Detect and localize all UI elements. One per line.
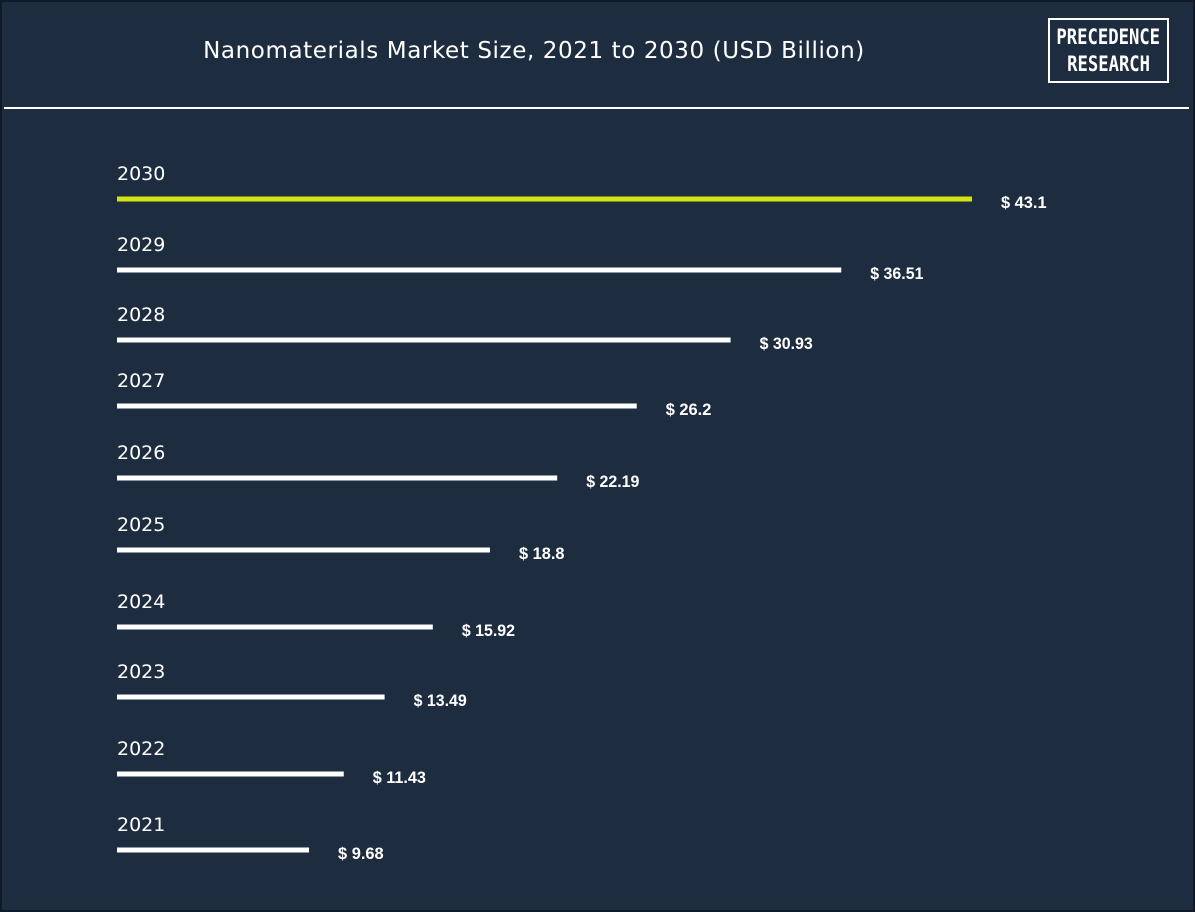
category-label-2025: 2025 — [117, 514, 165, 536]
bar-2023 — [117, 694, 385, 700]
bar-2021 — [117, 847, 310, 853]
bar-2026 — [117, 475, 558, 481]
category-label-2029: 2029 — [117, 234, 165, 256]
value-label-2028: $ 30.93 — [760, 334, 813, 353]
bar-2030 — [117, 196, 972, 202]
value-label-2023: $ 13.49 — [414, 691, 467, 710]
bar-2024 — [117, 624, 433, 630]
bar-2029 — [117, 267, 842, 273]
value-label-2029: $ 36.51 — [870, 264, 923, 283]
category-label-2030: 2030 — [117, 163, 165, 185]
value-label-2021: $ 9.68 — [338, 844, 384, 863]
category-label-2022: 2022 — [117, 738, 165, 760]
category-label-2026: 2026 — [117, 442, 165, 464]
precedence-research-logo: PRECEDENCE RESEARCH — [1048, 18, 1169, 83]
bar-2025 — [117, 547, 490, 553]
value-label-2022: $ 11.43 — [373, 768, 426, 787]
category-label-2024: 2024 — [117, 591, 165, 613]
value-label-2027: $ 26.2 — [666, 400, 712, 419]
category-label-2028: 2028 — [117, 304, 165, 326]
title-divider — [4, 107, 1189, 109]
logo-line-2: RESEARCH — [1067, 51, 1150, 76]
value-label-2024: $ 15.92 — [462, 621, 515, 640]
value-label-2030: $ 43.1 — [1001, 193, 1047, 212]
chart-title: Nanomaterials Market Size, 2021 to 2030 … — [203, 38, 865, 64]
category-label-2023: 2023 — [117, 661, 165, 683]
value-label-2026: $ 22.19 — [586, 472, 639, 491]
value-label-2025: $ 18.8 — [519, 544, 565, 563]
bar-2022 — [117, 771, 344, 777]
bar-2027 — [117, 403, 637, 409]
category-label-2021: 2021 — [117, 814, 165, 836]
bar-2028 — [117, 337, 731, 343]
category-label-2027: 2027 — [117, 370, 165, 392]
logo-line-1: PRECEDENCE — [1056, 24, 1161, 49]
